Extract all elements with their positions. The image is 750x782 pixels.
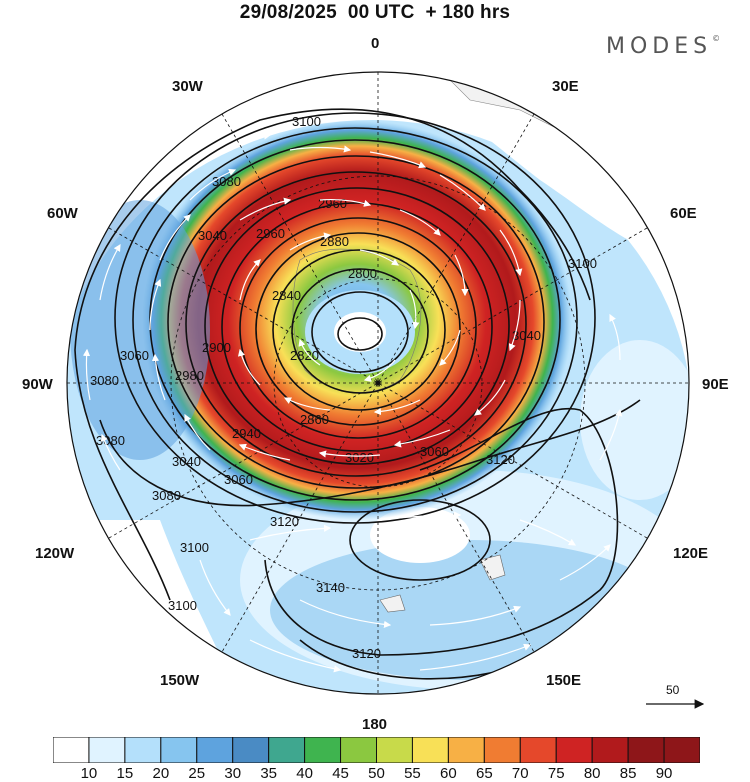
colorbar-tick-label: 30: [224, 765, 242, 782]
colorbar-tick-label: 70: [511, 765, 529, 782]
height-contours: [74, 108, 641, 680]
contour-label: 3080: [90, 373, 119, 388]
map-border: [66, 71, 690, 695]
contour-label: 2840: [272, 288, 301, 303]
contour-label: 3080: [152, 488, 181, 503]
contour-label: 3040: [512, 328, 541, 343]
contour-label: 3140: [316, 580, 345, 595]
contour-label: 2960: [318, 196, 347, 211]
lon-label-120w: 120W: [35, 545, 75, 562]
lon-label-0: 0: [371, 35, 380, 52]
contour-label: 3060: [120, 348, 149, 363]
colorbar-tick-label: 45: [332, 765, 349, 782]
lon-label-30e: 30E: [552, 78, 579, 95]
brand-name: MODES: [606, 34, 713, 59]
colorbar-swatch: [663, 737, 700, 763]
lon-label-150w: 150W: [160, 672, 200, 689]
contour-label: 2820: [290, 348, 319, 363]
contour-label: 3040: [172, 454, 201, 469]
jet-west-ext: [70, 200, 210, 460]
colorbar-tick-label: 75: [547, 765, 565, 782]
map-title: 29/08/2025 00 UTC + 180 hrs: [239, 2, 511, 23]
colorbar-swatch: [555, 737, 593, 763]
colorbar-swatch: [196, 737, 234, 763]
colorbar-tick-label: 65: [475, 765, 493, 782]
contour-label: 3120: [352, 646, 381, 661]
colorbar-tick-label: 55: [404, 765, 421, 782]
colorbar-tick-label: 35: [260, 765, 277, 782]
lon-label-60w: 60W: [47, 205, 78, 222]
lon-label-30w: 30W: [172, 78, 203, 95]
contour-label: 3120: [270, 514, 299, 529]
colorbar-tick-label: 10: [80, 765, 98, 782]
colorbar-swatch: [483, 737, 521, 763]
colorbar-swatch: [376, 737, 413, 763]
colorbar-swatch: [519, 737, 557, 763]
land-australia-bit: [479, 554, 506, 581]
contour-label: 3120: [486, 452, 515, 467]
colorbar-tick-label: 60: [440, 765, 457, 782]
lon-label-180: 180: [362, 716, 388, 733]
contour-label: 2900: [202, 340, 231, 355]
colorbar-swatch: [591, 737, 629, 763]
lon-label-60e: 60E: [670, 205, 697, 222]
anticyclone-core: [370, 507, 470, 563]
colorbar-tick-label: 90: [655, 765, 673, 782]
colorbar-tick-label: 25: [188, 765, 206, 782]
colorbar-swatch: [268, 737, 306, 763]
colorbar-swatch: [232, 737, 270, 763]
contour-label: 3080: [212, 174, 241, 189]
vortex-eye: [334, 312, 386, 352]
wind-vectors: [82, 132, 623, 673]
contour-label: 3100: [168, 598, 197, 613]
colorbar: [53, 737, 700, 763]
white-gap-e: [580, 340, 689, 500]
colorbar-tick-label: 85: [619, 765, 637, 782]
colorbar-swatch: [340, 737, 377, 763]
colorbar-swatch: [411, 737, 449, 763]
contour-label: 2960: [256, 226, 285, 241]
contour-label: 3020: [345, 450, 374, 465]
polar-map: 3100 3080 3040 2960 2960 2880 2800 2840 …: [66, 71, 705, 709]
land-nz: [379, 594, 406, 613]
contour-label: 2940: [232, 426, 261, 441]
contour-label: 3100: [292, 114, 321, 129]
colorbar-tick-label: 50: [368, 765, 385, 782]
lon-label-90w: 90W: [22, 376, 53, 393]
colorbar-swatch: [124, 737, 162, 763]
pole-marker: [375, 380, 381, 386]
contour-label: 3040: [198, 228, 227, 243]
contour-labels: 3100 3080 3040 2960 2960 2880 2800 2840 …: [90, 114, 597, 661]
colorbar-tick-label: 20: [152, 765, 170, 782]
colorbar-swatch: [447, 737, 485, 763]
contour-label: 3060: [420, 444, 449, 459]
brand-mark: ©: [712, 33, 721, 43]
colorbar-tick-label: 15: [116, 765, 134, 782]
lon-label-150e: 150E: [546, 672, 582, 689]
reference-vector-label: 50: [666, 683, 680, 697]
contour-label: 3060: [224, 472, 253, 487]
colorbar-tick-label: 40: [296, 765, 313, 782]
brand-logo: MODES©: [606, 34, 720, 59]
colorbar-swatch: [627, 737, 665, 763]
colorbar-swatch: [160, 737, 198, 763]
contour-label: 3100: [568, 256, 597, 271]
colorbar-swatch: [304, 737, 342, 763]
colorbar-swatch: [88, 737, 126, 763]
contour-label: 2800: [348, 266, 377, 281]
colorbar-swatch: [53, 737, 90, 763]
contour-label: 2980: [175, 368, 204, 383]
lon-label-90e: 90E: [702, 376, 729, 393]
contour-label: 2860: [300, 412, 329, 427]
colorbar-tick-label: 80: [583, 765, 601, 782]
contour-label: 3100: [180, 540, 209, 555]
lon-label-120e: 120E: [673, 545, 709, 562]
contour-label: 3080: [96, 433, 125, 448]
